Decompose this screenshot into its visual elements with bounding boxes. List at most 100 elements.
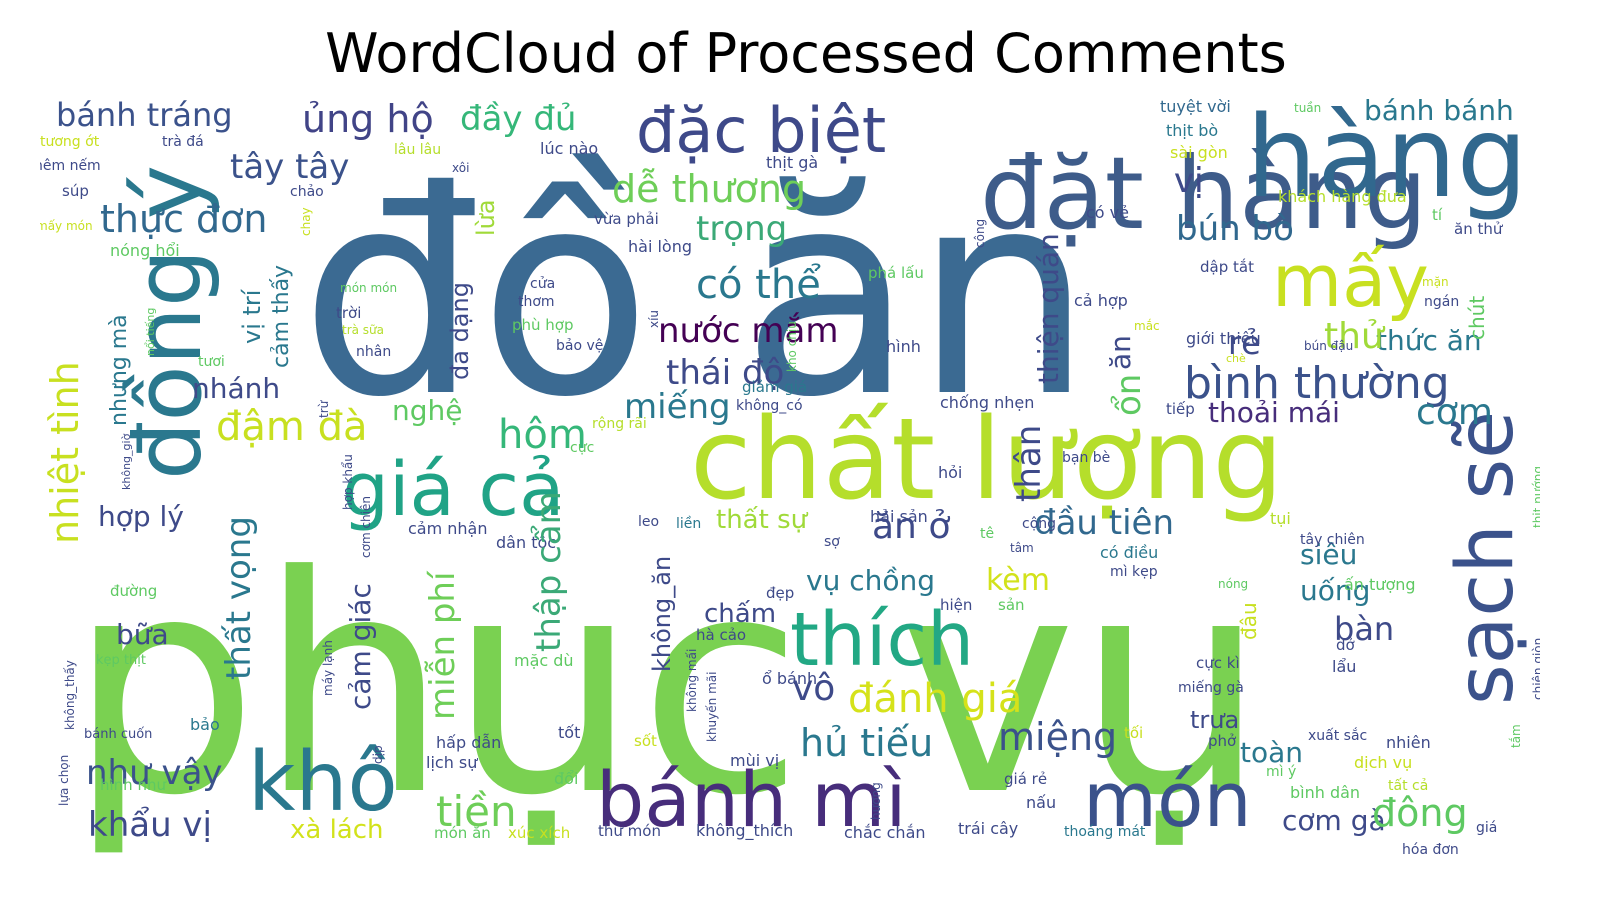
word-132: nhân — [356, 344, 391, 360]
word-182: không_giờ — [120, 433, 133, 490]
word-189: nổi tiếng — [144, 308, 157, 356]
word-108: mùi vị — [730, 751, 779, 770]
word-123: kẹp thịt — [96, 653, 146, 668]
word-30: cơm — [1416, 392, 1493, 433]
word-124: đường — [110, 582, 157, 600]
word-110: hấp dẫn — [436, 733, 501, 752]
word-114: ổ bánh — [762, 669, 817, 688]
word-76: hình — [886, 337, 921, 356]
word-153: mặn — [1422, 275, 1449, 289]
word-147: mì ý — [1266, 764, 1296, 780]
word-148: tối — [1124, 724, 1143, 742]
word-174: thiện quán — [1032, 233, 1065, 384]
word-160: tiếp — [1166, 400, 1195, 418]
word-23: thái độ — [666, 353, 784, 393]
word-196: chiên giòn — [1531, 638, 1540, 700]
word-82: hỏi — [938, 463, 962, 482]
word-173: không_ăn — [648, 556, 676, 672]
word-91: tây chiên — [1300, 532, 1365, 548]
word-67: khách hàng đưa — [1278, 187, 1407, 206]
word-156: bún đậu — [1304, 339, 1353, 353]
word-31: đầu tiên — [1034, 503, 1174, 543]
word-41: xà lách — [290, 815, 384, 845]
word-191: trừ — [317, 399, 331, 418]
word-56: cơm gà — [1282, 804, 1386, 837]
word-99: giá rẻ — [1004, 770, 1047, 788]
word-70: vừa phải — [594, 210, 659, 228]
word-43: nghệ — [392, 394, 463, 427]
word-42: đậm đà — [216, 404, 367, 450]
word-54: trưa — [1190, 706, 1239, 734]
word-46: thất sự — [716, 505, 809, 535]
word-12: hàng — [1246, 93, 1528, 223]
word-92: ấn tượng — [1344, 575, 1416, 594]
word-111: lịch sự — [426, 753, 478, 772]
word-185: máy lạnh — [321, 640, 335, 696]
word-51: rẻ — [1228, 324, 1261, 362]
word-90: tụi — [1270, 509, 1291, 528]
word-19: thực đơn — [100, 197, 268, 241]
word-137: liền — [676, 515, 701, 532]
word-97: bình dân — [1290, 783, 1360, 802]
word-100: nấu — [1026, 793, 1056, 812]
word-18: trọng — [696, 209, 787, 249]
word-184: cơm chiên — [359, 496, 373, 558]
word-152: dập tắt — [1200, 258, 1254, 276]
word-71: nóng hổi — [110, 241, 180, 260]
word-25: hôm — [498, 412, 587, 458]
word-93: xuất sắc — [1308, 727, 1367, 744]
word-2: chất lượng — [690, 395, 1283, 525]
word-29: thoải mái — [1208, 396, 1340, 429]
word-35: đánh giá — [848, 676, 1022, 722]
word-142: dở — [1336, 636, 1356, 654]
word-65: thịt gà — [766, 153, 818, 172]
word-155: mắc — [1134, 319, 1160, 333]
word-177: ăn — [1104, 335, 1137, 370]
word-158: tí — [1432, 206, 1443, 224]
word-126: nêm nếm — [40, 157, 101, 174]
word-164: nhưng mà — [107, 314, 132, 426]
word-8: sạch sẽ — [1441, 411, 1531, 705]
word-15: ủng hộ — [302, 97, 434, 141]
word-198: chè — [1226, 352, 1246, 365]
word-78: giới thiệu — [1186, 329, 1261, 348]
word-83: bạn bè — [1062, 450, 1110, 466]
word-57: đông — [1372, 791, 1468, 835]
word-66: sài gòn — [1170, 143, 1228, 162]
word-69: hài lòng — [628, 237, 692, 256]
word-157: ăn thử — [1454, 220, 1504, 238]
word-53: vị — [1174, 161, 1204, 201]
word-85: có điều — [1100, 543, 1158, 562]
word-145: cực kì — [1196, 654, 1240, 672]
word-13: mấy — [1272, 239, 1429, 323]
word-192: kho chịu — [785, 321, 799, 372]
word-86: mì kẹp — [1110, 564, 1158, 580]
word-38: tiền — [436, 787, 517, 836]
word-63: trà đá — [162, 134, 204, 150]
word-61: thịt bò — [1166, 121, 1218, 140]
word-136: leo — [638, 514, 659, 530]
word-121: bảo — [190, 715, 220, 734]
word-94: nhiên — [1386, 733, 1431, 752]
word-79: giảm giá — [742, 378, 807, 396]
word-3: bánh mì — [596, 755, 906, 844]
word-109: sốt — [634, 732, 657, 750]
word-62: lúc nào — [540, 139, 598, 158]
word-178: vô — [792, 668, 835, 709]
word-188: không_thấy — [63, 660, 77, 730]
word-119: sản — [998, 596, 1025, 614]
word-47: chấm — [704, 599, 776, 629]
word-120: bánh cuốn — [84, 727, 152, 742]
word-199: vị — [1174, 161, 1204, 201]
word-125: súp — [62, 182, 89, 200]
word-1: đồ ăn — [300, 130, 1093, 459]
word-45: hợp lý — [98, 500, 184, 533]
word-44: nhánh — [192, 372, 280, 405]
word-107: món ăn — [434, 824, 491, 842]
word-49: uống — [1300, 574, 1370, 607]
word-112: đổi — [554, 769, 578, 788]
word-52: thử — [1324, 316, 1386, 357]
word-64: lâu lâu — [394, 142, 441, 158]
word-139: tê — [980, 526, 994, 542]
word-106: xúc xích — [508, 824, 570, 842]
